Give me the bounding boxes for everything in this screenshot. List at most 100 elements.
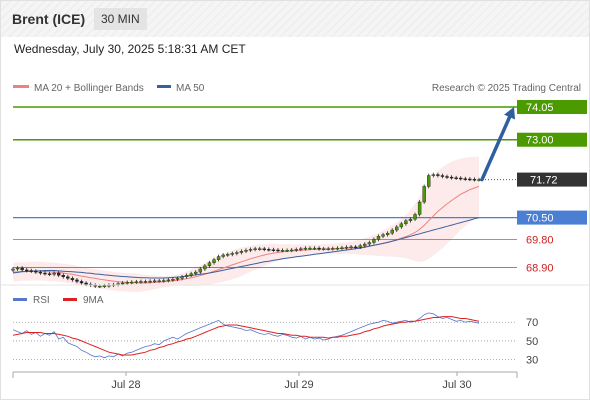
candle <box>459 176 463 181</box>
candle-body-down <box>449 176 454 179</box>
rsi-ma-line <box>12 316 480 356</box>
candle-body-up <box>198 268 203 273</box>
candle <box>349 245 353 250</box>
ma50-legend-label: MA 50 <box>176 83 205 94</box>
candle <box>440 173 445 179</box>
candle <box>294 247 298 252</box>
candle-body-up <box>152 280 157 283</box>
candle <box>198 267 203 274</box>
candle-body-up <box>294 249 298 251</box>
level-labels-layer: 74.05 73.00 71.72 70.50 69.80 68.90 <box>517 100 587 274</box>
candle-body-up <box>367 242 372 245</box>
candle <box>303 246 308 251</box>
time-tick-label: Jul 30 <box>442 379 471 391</box>
candle-body-up <box>194 271 198 274</box>
ma20-legend-label: MA 20 + Bollinger Bands <box>34 83 144 94</box>
candle <box>235 250 239 256</box>
time-axis-labels: Jul 28 Jul 29 Jul 30 <box>111 372 472 391</box>
candle-body-down <box>66 276 70 279</box>
candle-body-up <box>207 262 212 267</box>
candle <box>244 248 248 254</box>
candle-body-down <box>20 267 24 271</box>
candle <box>152 278 157 283</box>
candle <box>11 267 15 273</box>
candle <box>312 246 317 250</box>
candle <box>166 278 171 283</box>
candle-body-up <box>299 248 303 250</box>
candle-body-up <box>221 254 225 257</box>
candle <box>171 277 175 282</box>
candle <box>56 271 61 278</box>
candle <box>413 212 417 222</box>
current-price-tag <box>517 172 587 187</box>
rsi-legend-label: RSI <box>33 295 50 306</box>
candle-body-up <box>258 248 262 250</box>
candle-body-up <box>395 226 399 231</box>
candle-body-up <box>253 248 257 250</box>
candle-body-down <box>75 279 79 282</box>
candle-body-up <box>162 280 166 282</box>
candle-body-up <box>326 248 330 250</box>
candle <box>253 246 257 252</box>
candle <box>52 271 56 277</box>
candle-body-up <box>11 268 15 271</box>
candle <box>43 271 47 276</box>
candle <box>162 278 166 283</box>
candle-body-up <box>139 281 143 283</box>
candle-body-up <box>230 253 234 255</box>
bollinger-band-fill <box>13 156 479 292</box>
candle <box>125 280 129 285</box>
candle <box>376 234 381 242</box>
forecast-arrow-layer <box>480 107 516 182</box>
candle-body-up <box>422 186 426 203</box>
timeframe-badge[interactable]: 30 MIN <box>94 8 147 30</box>
candle-body-down <box>436 174 440 176</box>
candle <box>180 274 184 281</box>
candle <box>239 249 244 255</box>
candle <box>340 245 344 250</box>
time-tick-label: Jul 28 <box>111 379 140 391</box>
candle-body-up <box>166 279 171 282</box>
candle-body-up <box>171 279 175 281</box>
candle <box>395 225 399 232</box>
candle-body-down <box>463 178 467 180</box>
candle-body-up <box>312 247 317 250</box>
candle-body-up <box>408 218 413 221</box>
candle <box>207 260 212 268</box>
pivot-tag-70-50 <box>517 210 587 225</box>
moving-averages-layer <box>12 185 480 284</box>
candle <box>381 232 385 239</box>
candle <box>15 266 20 271</box>
candle-body-up <box>285 250 289 252</box>
candle-body-up <box>130 281 134 284</box>
candle-body-down <box>34 270 38 273</box>
candle-body-up <box>363 243 367 246</box>
candle <box>38 270 43 275</box>
candle <box>216 254 221 262</box>
candle <box>271 247 276 252</box>
candle <box>212 257 216 265</box>
candle-body-up <box>98 285 102 288</box>
candle-body-down <box>79 281 84 284</box>
ma50-line <box>12 217 480 279</box>
candle-body-down <box>276 249 280 252</box>
candle-body-down <box>472 179 477 181</box>
rsi-tick-70: 70 <box>526 317 538 329</box>
candle-body-down <box>29 270 33 272</box>
bollinger-band-layer <box>13 156 479 292</box>
candle <box>276 248 280 253</box>
candle-body-down <box>38 271 43 274</box>
candle-body-up <box>180 276 184 279</box>
candle <box>404 218 408 226</box>
candle-body-up <box>372 239 376 243</box>
candle <box>445 174 449 179</box>
candle <box>25 268 29 273</box>
candle <box>390 228 394 236</box>
candle-body-up <box>235 252 239 254</box>
candle-body-up <box>239 251 244 253</box>
candle-body-up <box>175 278 180 280</box>
candle <box>321 246 326 251</box>
support-label-69-80: 69.80 <box>526 234 554 246</box>
candle-body-down <box>267 249 271 251</box>
